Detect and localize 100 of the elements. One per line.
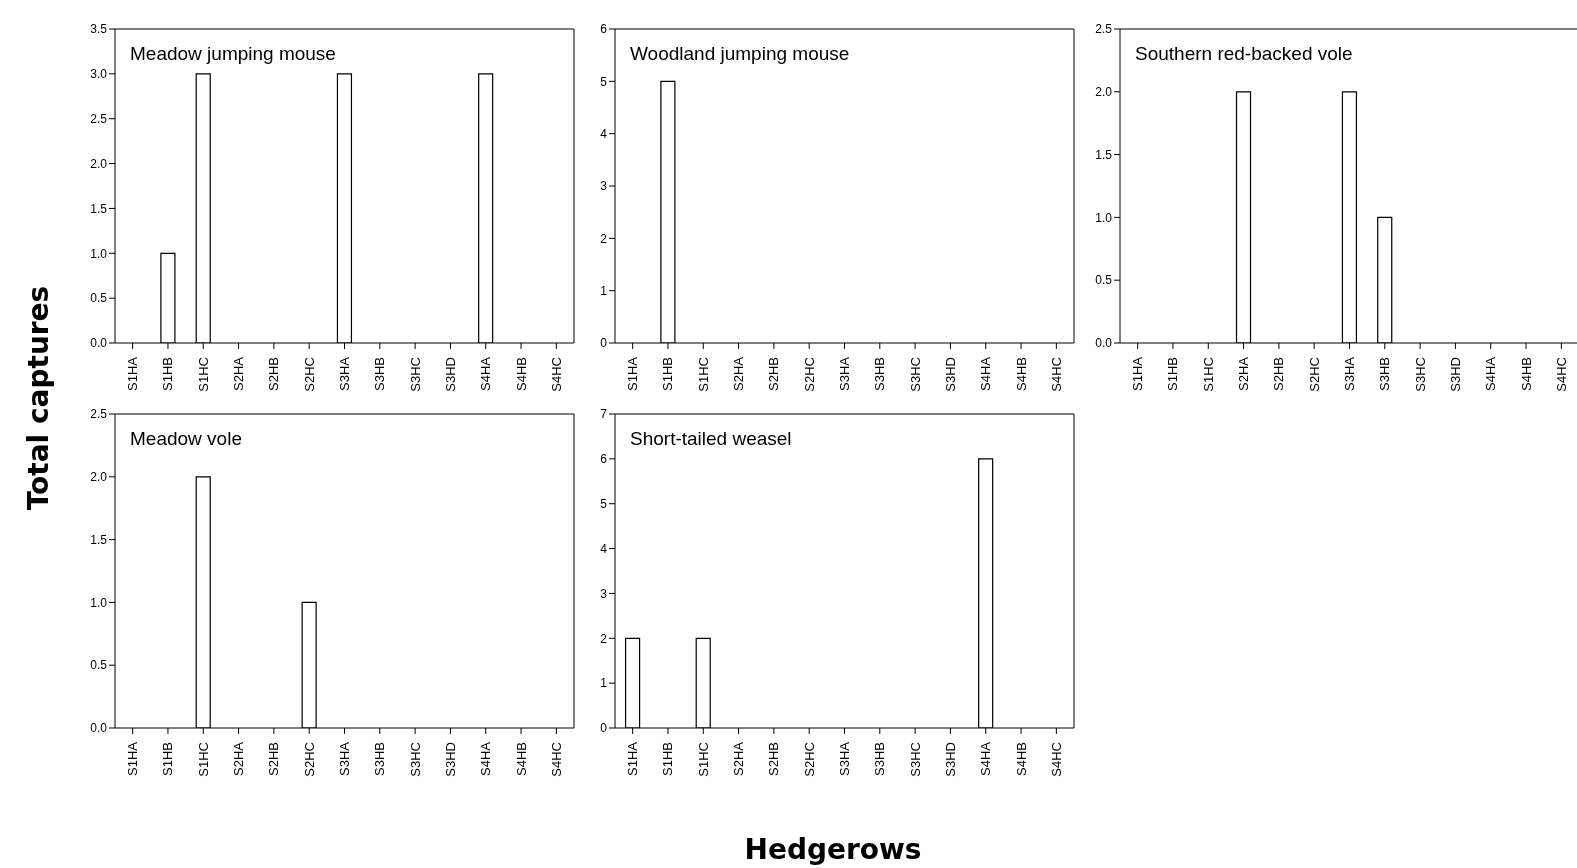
x-tick-label: S4HC [1048, 742, 1064, 777]
x-tick-label: S1HB [160, 357, 176, 391]
x-tick-label: S2HB [1271, 357, 1287, 391]
x-tick-label: S4HC [548, 357, 564, 392]
x-tick-label: S3HD [442, 357, 458, 392]
y-tick-label: 1.5 [1095, 147, 1113, 162]
x-tick-label: S1HB [660, 357, 676, 391]
x-tick-label: S4HC [1553, 357, 1569, 392]
x-tick-label: S2HA [731, 741, 747, 776]
y-tick-label: 6 [600, 452, 608, 467]
x-tick-label: S2HB [766, 357, 782, 391]
y-tick-label: 0 [600, 336, 608, 351]
x-tick-label: S3HD [942, 357, 958, 392]
x-tick-label: S3HB [872, 742, 888, 776]
x-tick-label: S4HB [1013, 742, 1029, 776]
x-tick-label: S3HD [1447, 357, 1463, 392]
x-tick-label: S2HC [801, 742, 817, 777]
y-tick-label: 0.0 [90, 336, 108, 351]
y-tick-label: 0 [600, 721, 608, 736]
y-tick-label: 0.5 [1095, 273, 1113, 288]
y-tick-label: 1.0 [90, 595, 108, 610]
y-tick-label: 0.5 [90, 658, 108, 673]
y-tick-label: 2.0 [90, 470, 108, 485]
y-tick-label: 6 [600, 22, 608, 37]
x-tick-label: S1HC [695, 742, 711, 777]
y-tick-label: 2 [600, 231, 608, 246]
y-tick-label: 2.5 [90, 407, 108, 422]
x-tick-label: S3HB [372, 742, 388, 776]
y-tick-label: 1 [600, 283, 608, 298]
x-tick-label: S1HC [195, 742, 211, 777]
x-tick-label: S4HA [1483, 356, 1499, 391]
y-tick-label: 0.0 [90, 721, 108, 736]
x-tick-label: S2HC [301, 357, 317, 392]
x-axis-title: Hedgerows [744, 833, 922, 866]
y-tick-label: 1.5 [90, 201, 108, 216]
x-tick-label: S4HB [1518, 357, 1534, 391]
x-tick-label: S3HA [337, 356, 352, 391]
x-tick-label: S2HA [231, 356, 247, 391]
x-tick-label: S4HA [978, 356, 994, 391]
x-tick-label: S1HA [625, 356, 641, 391]
y-tick-label: 1.0 [1095, 210, 1113, 225]
x-tick-label: S2HB [266, 357, 282, 391]
y-tick-label: 1.0 [90, 246, 108, 261]
y-axis-title: Total captures [21, 285, 55, 511]
y-tick-label: 0.0 [1095, 336, 1113, 351]
x-tick-label: S1HA [625, 741, 641, 776]
x-tick-label: S2HA [731, 356, 747, 391]
y-tick-label: 7 [600, 407, 608, 422]
y-tick-label: 2.5 [90, 111, 108, 126]
x-tick-label: S4HA [478, 356, 494, 391]
x-tick-label: S1HA [125, 356, 141, 391]
x-tick-label: S2HA [1236, 356, 1252, 391]
x-tick-label: S3HA [337, 741, 352, 776]
y-tick-label: 3.0 [90, 67, 108, 82]
y-tick-label: 4 [600, 541, 608, 556]
x-tick-label: S3HA [837, 741, 852, 776]
x-tick-label: S1HB [1165, 357, 1181, 391]
x-tick-label: S4HA [978, 741, 994, 776]
x-tick-label: S2HC [1306, 357, 1322, 392]
y-tick-label: 0.5 [90, 291, 108, 306]
x-tick-label: S3HB [872, 357, 888, 391]
x-tick-label: S1HA [1130, 356, 1146, 391]
x-tick-label: S2HA [231, 741, 247, 776]
y-tick-label: 3.5 [90, 22, 108, 37]
x-tick-label: S3HA [837, 356, 852, 391]
x-tick-label: S3HC [1412, 357, 1428, 392]
x-tick-label: S4HB [513, 742, 529, 776]
x-tick-label: S3HC [407, 357, 423, 392]
x-tick-label: S3HB [372, 357, 388, 391]
x-tick-label: S4HC [1048, 357, 1064, 392]
x-tick-label: S3HB [1377, 357, 1393, 391]
text: Southern red-backed vole [1135, 43, 1353, 65]
x-tick-label: S4HB [513, 357, 529, 391]
x-tick-label: S3HD [442, 742, 458, 777]
y-tick-label: 1 [600, 676, 608, 691]
y-tick-label: 2 [600, 631, 608, 646]
y-tick-label: 1.5 [90, 532, 108, 547]
x-tick-label: S4HA [478, 741, 494, 776]
text: Short-tailed weasel [630, 428, 792, 450]
y-tick-label: 3 [600, 586, 608, 601]
x-tick-label: S4HB [1013, 357, 1029, 391]
x-tick-label: S3HA [1342, 356, 1357, 391]
y-tick-label: 5 [600, 496, 608, 511]
x-tick-label: S1HB [160, 742, 176, 776]
x-tick-label: S1HC [695, 357, 711, 392]
y-tick-label: 2.5 [1095, 22, 1113, 37]
x-tick-label: S4HC [548, 742, 564, 777]
x-tick-label: S2HC [801, 357, 817, 392]
x-tick-label: S1HC [1200, 357, 1216, 392]
x-tick-label: S1HA [125, 741, 141, 776]
x-tick-label: S3HC [907, 357, 923, 392]
x-tick-label: S3HD [942, 742, 958, 777]
x-tick-label: S2HC [301, 742, 317, 777]
x-tick-label: S2HB [266, 742, 282, 776]
y-tick-label: 3 [600, 179, 608, 194]
y-tick-label: 4 [600, 126, 608, 141]
x-tick-label: S1HB [660, 742, 676, 776]
y-tick-label: 5 [600, 74, 608, 89]
text: Woodland jumping mouse [630, 43, 850, 65]
y-tick-label: 2.0 [1095, 85, 1113, 100]
